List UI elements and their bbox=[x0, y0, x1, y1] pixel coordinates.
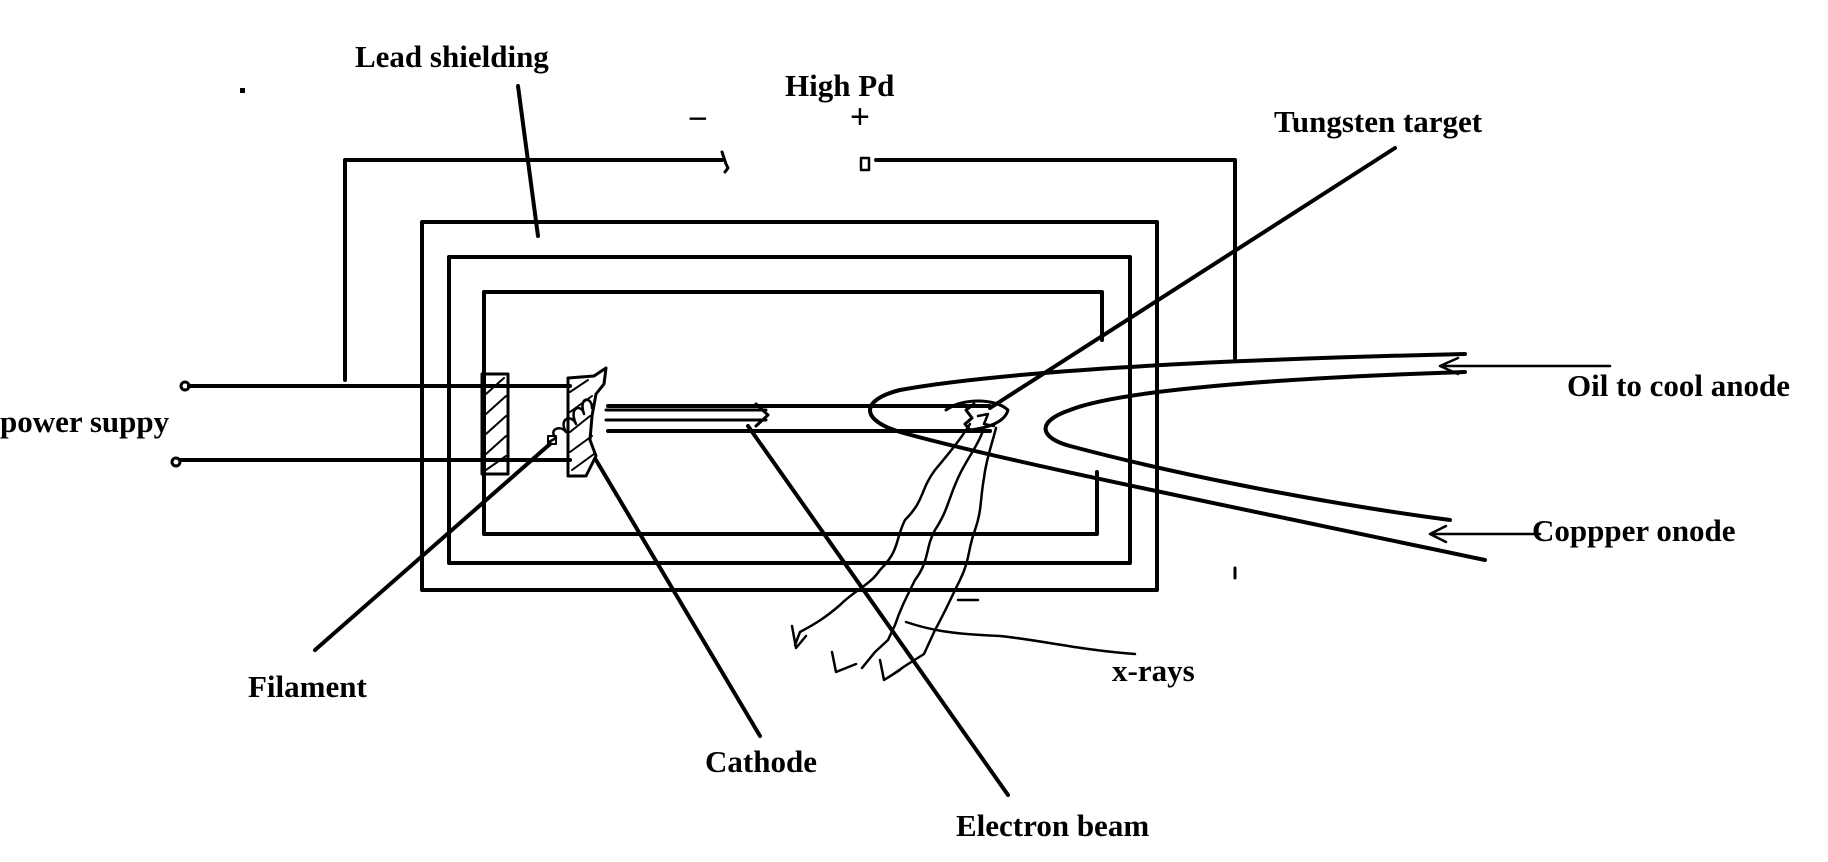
oil-to-cool-anode-label: Oil to cool anode bbox=[1567, 368, 1790, 403]
cathode-label: Cathode bbox=[705, 744, 817, 779]
minus-terminal-label: − bbox=[688, 100, 708, 138]
power-supply-leads bbox=[170, 380, 572, 468]
electron-beam bbox=[604, 402, 992, 433]
copper-anode-label: Coppper onode bbox=[1532, 513, 1736, 548]
cathode bbox=[566, 366, 608, 478]
filament-label: Filament bbox=[248, 669, 367, 704]
tungsten-target bbox=[944, 399, 1010, 432]
plus-terminal-label: + bbox=[850, 98, 870, 136]
glass-tube bbox=[482, 290, 1104, 536]
anode-arrow bbox=[1428, 524, 1542, 544]
stray-dot bbox=[240, 88, 245, 93]
high-pd-circuit bbox=[343, 150, 1237, 580]
x-ray-arrows bbox=[790, 422, 998, 682]
leader-lines bbox=[313, 84, 1397, 797]
high-pd-label: High Pd bbox=[785, 68, 894, 103]
oil-arrow bbox=[1438, 356, 1612, 376]
lead-shielding-label: Lead shielding bbox=[355, 39, 549, 74]
copper-anode bbox=[868, 352, 1487, 562]
tungsten-target-label: Tungsten target bbox=[1274, 104, 1483, 139]
x-rays-label: x-rays bbox=[1112, 653, 1195, 688]
power-supply-label: power suppy bbox=[0, 404, 170, 439]
electron-beam-label: Electron beam bbox=[956, 808, 1149, 843]
lead-shielding-box bbox=[420, 220, 1159, 592]
